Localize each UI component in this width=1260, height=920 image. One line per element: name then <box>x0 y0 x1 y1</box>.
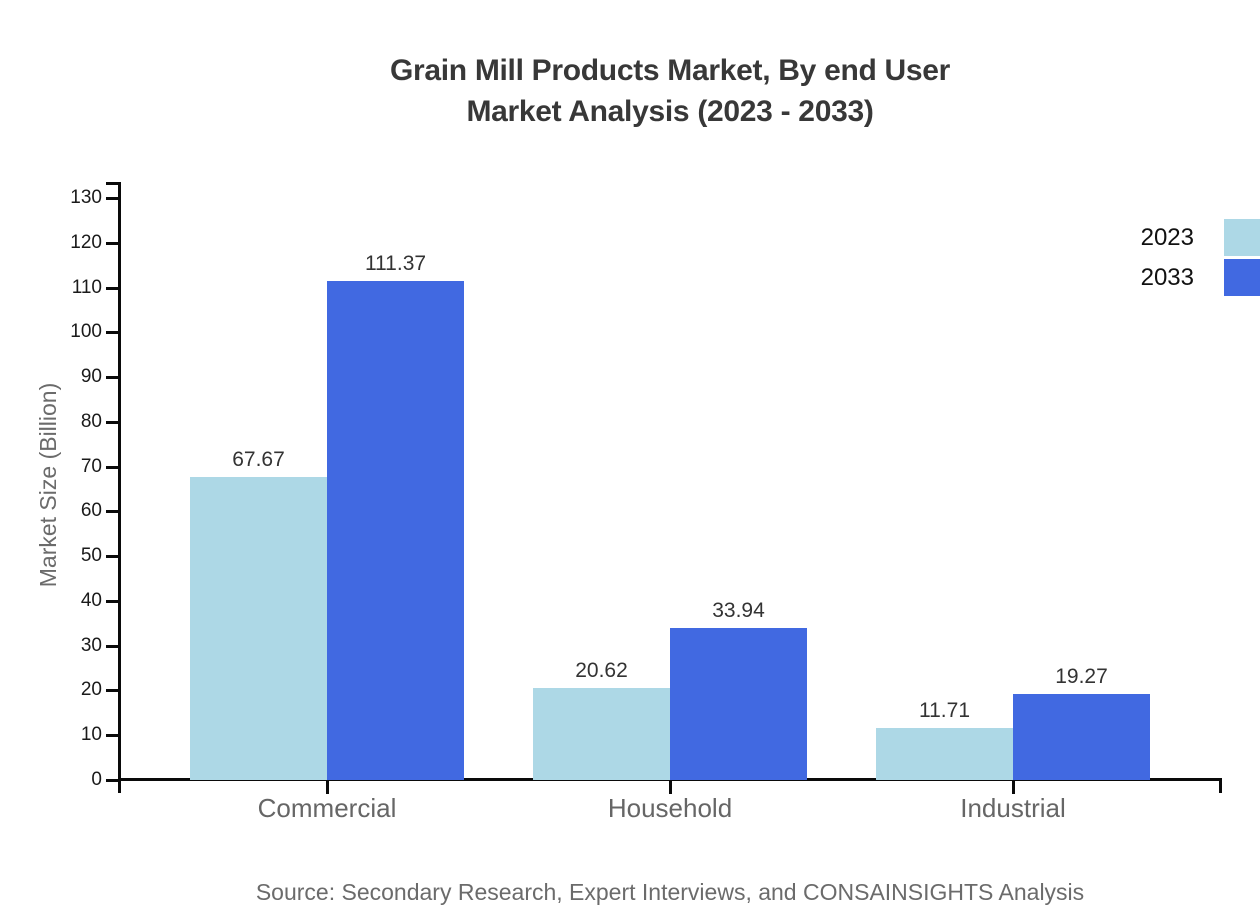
legend-label: 2023 <box>1140 224 1194 251</box>
y-tick-mark <box>106 734 118 738</box>
y-tick-mark <box>106 644 118 648</box>
bar-value-label: 19.27 <box>1055 664 1108 688</box>
chart-title: Grain Mill Products Market, By end User … <box>120 50 1220 132</box>
y-tick-label: 130 <box>70 187 102 208</box>
bar <box>190 477 327 780</box>
y-tick-label: 20 <box>80 679 102 701</box>
y-tick-label: 120 <box>70 231 102 253</box>
legend-swatch <box>1224 219 1260 256</box>
y-tick-label: 80 <box>80 410 102 432</box>
y-tick-label: 50 <box>80 545 102 567</box>
y-tick-label: 10 <box>80 724 102 746</box>
x-category-tick-mark <box>669 781 672 794</box>
x-category-label: Industrial <box>960 793 1066 823</box>
chart-title-line2: Market Analysis (2023 - 2033) <box>466 95 874 128</box>
y-axis-line <box>118 182 121 793</box>
y-tick-mark <box>106 331 118 335</box>
y-tick-label: 40 <box>80 589 102 611</box>
x-category-label: Commercial <box>257 793 397 823</box>
legend-swatch <box>1224 259 1260 296</box>
y-tick-label: 90 <box>80 366 102 388</box>
chart-title-line1: Grain Mill Products Market, By end User <box>389 54 951 87</box>
y-tick-mark <box>106 510 118 514</box>
y-axis-top-outer-tick <box>106 182 118 185</box>
bar <box>670 628 807 780</box>
bar <box>1013 693 1150 780</box>
y-tick-label: 70 <box>80 455 102 477</box>
y-tick-mark <box>106 779 118 782</box>
y-tick-mark <box>106 555 118 559</box>
bar <box>876 727 1013 780</box>
x-axis-right-outer-tick <box>1219 778 1222 793</box>
bar-value-label: 67.67 <box>232 448 285 472</box>
y-tick-mark <box>106 599 118 603</box>
y-tick-mark <box>106 689 118 693</box>
y-tick-label: 0 <box>91 769 102 790</box>
y-tick-label: 100 <box>70 321 102 343</box>
bar <box>327 281 464 780</box>
y-tick-label: 110 <box>71 276 102 298</box>
bar-value-label: 11.71 <box>919 698 970 722</box>
bar-value-label: 33.94 <box>712 599 765 623</box>
y-tick-mark <box>106 197 118 200</box>
bar-value-label: 20.62 <box>575 658 628 682</box>
y-tick-mark <box>106 465 118 469</box>
x-category-label: Household <box>607 793 733 823</box>
x-category-tick-mark <box>326 781 329 794</box>
legend-label: 2033 <box>1140 264 1194 291</box>
y-tick-mark <box>106 286 118 290</box>
bar-value-label: 111.37 <box>364 252 427 276</box>
bar <box>533 687 670 780</box>
y-tick-mark <box>106 241 118 245</box>
source-note: Source: Secondary Research, Expert Inter… <box>255 879 1085 905</box>
y-tick-mark <box>106 376 118 380</box>
y-tick-label: 60 <box>80 500 102 522</box>
y-tick-mark <box>106 420 118 424</box>
x-category-tick-mark <box>1012 781 1015 794</box>
y-tick-label: 30 <box>80 634 102 656</box>
